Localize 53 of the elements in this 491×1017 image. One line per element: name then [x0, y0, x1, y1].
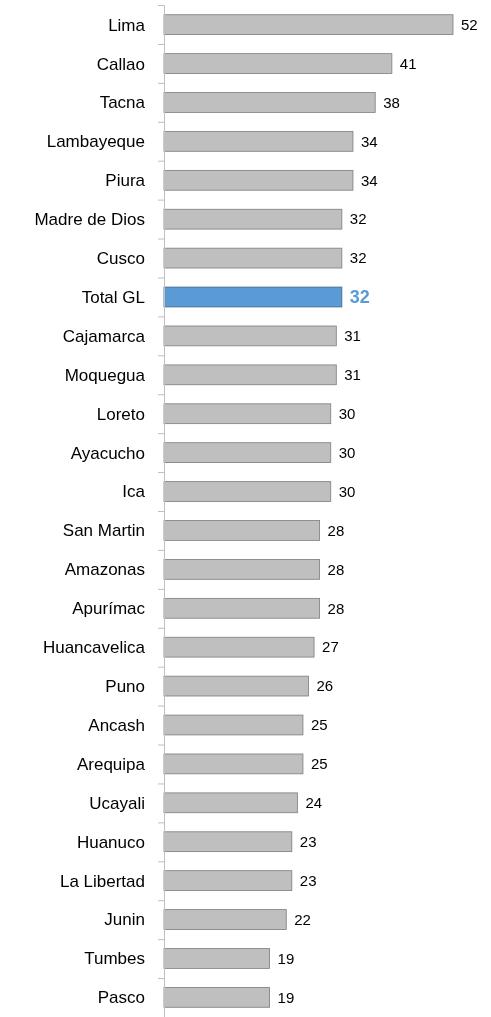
y-tick-label: Lima [108, 15, 146, 35]
y-tick-label: Total GL [81, 287, 145, 307]
y-tick-label: Ucayali [89, 793, 145, 813]
bar [163, 286, 343, 308]
y-tick-label: Piura [105, 171, 146, 191]
data-label: 30 [338, 482, 356, 500]
data-label: 31 [344, 366, 361, 384]
data-label: 28 [327, 560, 345, 578]
y-tick-label: Puno [105, 677, 145, 697]
data-label: 38 [383, 93, 400, 111]
y-tick-label: Ancash [88, 715, 145, 735]
data-label: 52 [461, 15, 478, 33]
y-tick-label: Arequipa [76, 754, 146, 774]
data-label: 27 [322, 638, 339, 656]
data-label: 25 [310, 755, 328, 773]
data-label: 23 [299, 832, 317, 850]
data-label: 28 [327, 521, 345, 539]
y-tick-label: Huanuco [76, 832, 145, 852]
y-tick-label: Loreto [96, 404, 145, 424]
y-tick-label: Moquegua [64, 365, 146, 385]
data-label: 32 [349, 287, 370, 308]
y-tick-label: Apurímac [72, 599, 146, 619]
y-tick-label: La Libertad [59, 871, 145, 891]
y-tick-label: Tacna [99, 93, 146, 113]
data-label: 30 [338, 443, 356, 461]
y-tick-label: Callao [96, 54, 145, 74]
y-tick-label: Tumbes [84, 949, 145, 969]
data-label: 24 [305, 794, 323, 812]
y-tick-label: Ayacucho [70, 443, 145, 463]
y-tick-label: Ica [122, 482, 146, 502]
data-label: 30 [338, 404, 356, 422]
data-label: 34 [360, 132, 378, 150]
data-label: 23 [299, 871, 317, 889]
y-tick-label: Pasco [97, 988, 145, 1008]
y-tick-label: Huancavelica [42, 638, 146, 658]
data-label: 28 [327, 599, 345, 617]
data-label: 32 [349, 249, 367, 267]
y-tick-label: Cajamarca [62, 326, 146, 346]
data-label: 25 [310, 716, 328, 734]
data-label: 22 [294, 910, 311, 928]
data-label: 41 [399, 54, 417, 72]
y-tick-label: Amazonas [64, 560, 145, 580]
data-label: 26 [316, 677, 334, 695]
data-label: 19 [277, 949, 295, 967]
data-label: 34 [360, 171, 378, 189]
y-tick-label: Junin [104, 910, 145, 930]
data-label: 32 [349, 210, 367, 228]
y-tick-label: Cusco [96, 249, 145, 269]
y-tick-label: Madre de Dios [34, 210, 145, 230]
y-tick-label: Lambayeque [46, 132, 145, 152]
data-label: 31 [344, 327, 361, 345]
y-tick-label: San Martin [62, 521, 145, 541]
data-label: 19 [277, 988, 295, 1006]
